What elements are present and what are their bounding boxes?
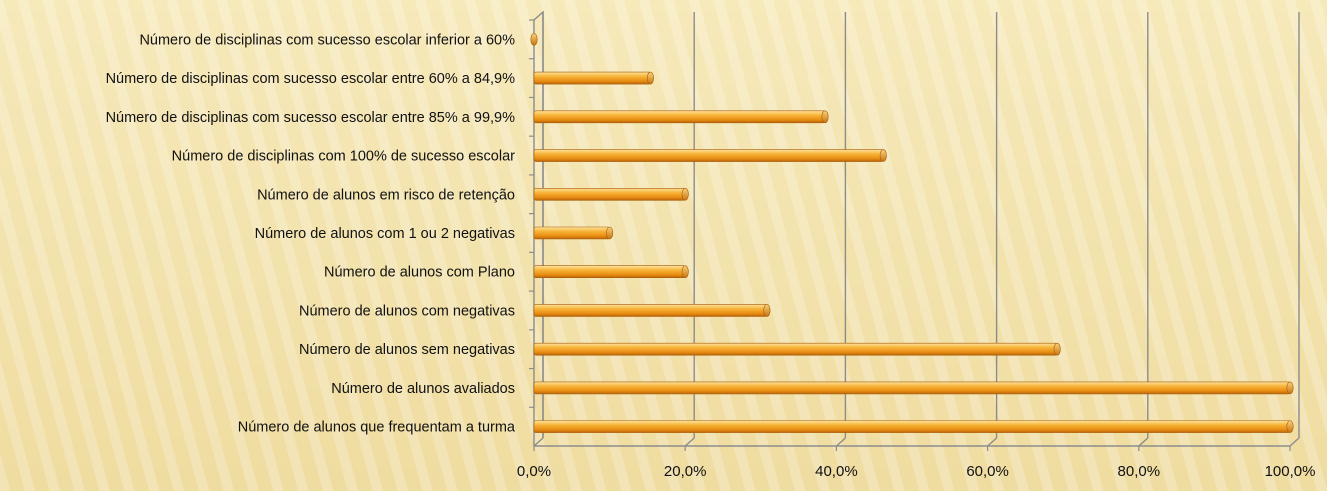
bar (530, 33, 538, 46)
bar (533, 342, 1061, 356)
category-label: Número de alunos sem negativas (299, 342, 515, 358)
bar (533, 226, 614, 240)
floor-gridline (987, 437, 998, 447)
floor-gridline (1138, 437, 1149, 447)
bar (533, 420, 1294, 433)
x-tick-labels: 0,0% 20,0% 40,0% 60,0% 80,0% 100,0% (517, 463, 1316, 480)
category-label: Número de disciplinas com sucesso escola… (106, 110, 516, 126)
bar (533, 149, 887, 162)
x-tick-label: 20,0% (664, 463, 707, 480)
x-tick-label: 60,0% (966, 463, 1009, 480)
category-label: Número de alunos em risco de retenção (257, 187, 515, 203)
bar (533, 265, 689, 279)
x-tick-label: 80,0% (1118, 463, 1161, 480)
floor-gridline (533, 437, 544, 447)
category-label: Número de alunos que frequentam a turma (238, 420, 516, 436)
category-label: Número de alunos com Plano (324, 265, 515, 281)
category-label: Número de alunos avaliados (331, 381, 515, 397)
bar (533, 304, 771, 317)
gridlines (533, 12, 1300, 447)
bar (533, 381, 1294, 395)
x-tick-label: 100,0% (1265, 463, 1316, 480)
category-label: Número de alunos com negativas (299, 303, 515, 319)
floor-gridline (1289, 437, 1300, 447)
bar (533, 187, 689, 201)
category-labels: Número de disciplinas com sucesso escola… (106, 32, 516, 435)
category-label: Número de alunos com 1 ou 2 negativas (255, 226, 515, 242)
category-label: Número de disciplinas com sucesso escola… (139, 32, 515, 48)
bar (533, 110, 829, 124)
category-label: Número de disciplinas com sucesso escola… (106, 71, 516, 87)
floor-gridline (684, 437, 695, 447)
x-tick-label: 40,0% (815, 463, 858, 480)
x-tick-label: 0,0% (517, 463, 551, 480)
bars (530, 33, 1294, 433)
bar (533, 71, 654, 85)
floor-gridline (835, 437, 846, 447)
category-label: Número de disciplinas com 100% de sucess… (172, 149, 516, 165)
